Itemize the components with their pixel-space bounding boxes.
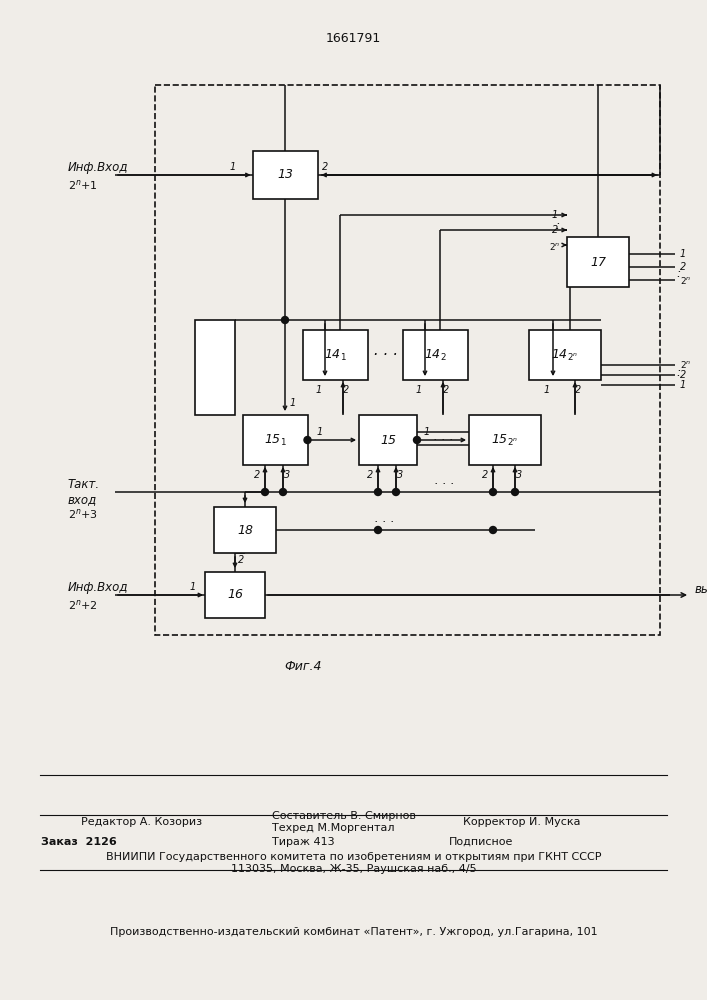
Text: ВНИИПИ Государственного комитета по изобретениям и открытиям при ГКНТ СССР: ВНИИПИ Государственного комитета по изоб…: [106, 852, 601, 862]
Text: Инф.Вход: Инф.Вход: [68, 160, 129, 174]
Text: Такт.: Такт.: [68, 478, 100, 490]
Text: :: :: [676, 267, 680, 280]
Circle shape: [489, 488, 496, 495]
Text: Корректор И. Муска: Корректор И. Муска: [463, 817, 580, 827]
Text: · · ·: · · ·: [433, 434, 453, 446]
Text: Фиг.4: Фиг.4: [285, 660, 322, 673]
Text: · · ·: · · ·: [375, 516, 395, 528]
Bar: [567, 237, 629, 287]
Text: 1: 1: [229, 162, 235, 172]
Text: Производственно-издательский комбинат «Патент», г. Ужгород, ул.Гагарина, 101: Производственно-издательский комбинат «П…: [110, 927, 597, 937]
Text: 1: 1: [316, 385, 322, 395]
Text: $2^n$: $2^n$: [680, 274, 691, 286]
Text: $2^n$: $2^n$: [549, 241, 561, 252]
Text: 2: 2: [443, 385, 449, 395]
Circle shape: [262, 488, 269, 495]
Text: 1: 1: [544, 385, 550, 395]
Bar: [205, 572, 265, 618]
Circle shape: [392, 488, 399, 495]
Text: 113035, Москва, Ж-35, Раушская наб., 4/5: 113035, Москва, Ж-35, Раушская наб., 4/5: [230, 864, 477, 874]
Text: Заказ  2126: Заказ 2126: [41, 837, 117, 847]
Text: 1: 1: [424, 427, 430, 437]
Circle shape: [281, 316, 288, 324]
Text: 15$_{2^n}$: 15$_{2^n}$: [491, 432, 518, 448]
Text: 14$_{2^n}$: 14$_{2^n}$: [551, 347, 578, 363]
Circle shape: [279, 488, 286, 495]
Bar: [214, 507, 276, 553]
Text: 2: 2: [680, 262, 686, 272]
Text: 3: 3: [397, 470, 403, 480]
Text: 2: 2: [680, 370, 686, 380]
Text: 2: 2: [575, 385, 581, 395]
Text: 15: 15: [380, 434, 396, 446]
Text: выход: выход: [695, 582, 707, 595]
Text: :: :: [555, 219, 559, 232]
Text: 14$_1$: 14$_1$: [324, 347, 346, 363]
Text: 3: 3: [284, 470, 290, 480]
Bar: [529, 330, 601, 380]
Text: 1: 1: [680, 380, 686, 390]
Text: $2^n$$+$$3$: $2^n$$+$$3$: [68, 507, 98, 521]
Text: 1: 1: [680, 249, 686, 259]
Text: 1: 1: [190, 582, 196, 592]
Bar: [243, 415, 308, 465]
Text: · · ·: · · ·: [373, 348, 397, 362]
Bar: [303, 330, 368, 380]
Text: $2^n$: $2^n$: [680, 360, 691, 370]
Text: 3: 3: [516, 470, 522, 480]
Text: 15$_1$: 15$_1$: [264, 432, 286, 448]
Text: 17: 17: [590, 255, 606, 268]
Text: 13: 13: [277, 168, 293, 182]
Text: Подписное: Подписное: [449, 837, 513, 847]
Text: 14$_2$: 14$_2$: [423, 347, 446, 363]
Text: 1: 1: [416, 385, 422, 395]
Text: 1661791: 1661791: [326, 31, 381, 44]
Text: 18: 18: [237, 524, 253, 536]
Text: 1: 1: [552, 210, 558, 220]
Bar: [359, 415, 417, 465]
Circle shape: [375, 488, 382, 495]
Text: 2: 2: [552, 225, 558, 235]
Text: 16: 16: [227, 588, 243, 601]
Text: 2: 2: [482, 470, 488, 480]
Text: :: :: [676, 365, 680, 378]
Text: Инф.Вход: Инф.Вход: [68, 580, 129, 593]
Bar: [252, 151, 317, 199]
Circle shape: [511, 488, 518, 495]
Text: 2: 2: [367, 470, 373, 480]
Text: вход: вход: [68, 493, 98, 506]
Circle shape: [375, 526, 382, 534]
Circle shape: [304, 436, 311, 444]
Text: 2: 2: [343, 385, 349, 395]
Text: Техред М.Моргентал: Техред М.Моргентал: [272, 823, 395, 833]
Bar: [155, 85, 660, 635]
Circle shape: [489, 526, 496, 534]
Text: 1: 1: [316, 427, 322, 437]
Text: Составитель В. Смирнов: Составитель В. Смирнов: [272, 811, 416, 821]
Bar: [469, 415, 541, 465]
Text: Тираж 413: Тираж 413: [272, 837, 335, 847]
Text: Редактор А. Козориз: Редактор А. Козориз: [81, 817, 202, 827]
Text: 2: 2: [238, 555, 244, 565]
Text: 2: 2: [254, 470, 260, 480]
Text: 2: 2: [322, 162, 329, 172]
Circle shape: [414, 436, 421, 444]
Text: · · ·: · · ·: [435, 478, 455, 490]
Bar: [195, 320, 235, 415]
Text: $2^n$$+$$1$: $2^n$$+$$1$: [68, 178, 98, 192]
Text: $2^n$$+$$2$: $2^n$$+$$2$: [68, 598, 98, 612]
Text: 1: 1: [290, 398, 296, 408]
Bar: [402, 330, 467, 380]
